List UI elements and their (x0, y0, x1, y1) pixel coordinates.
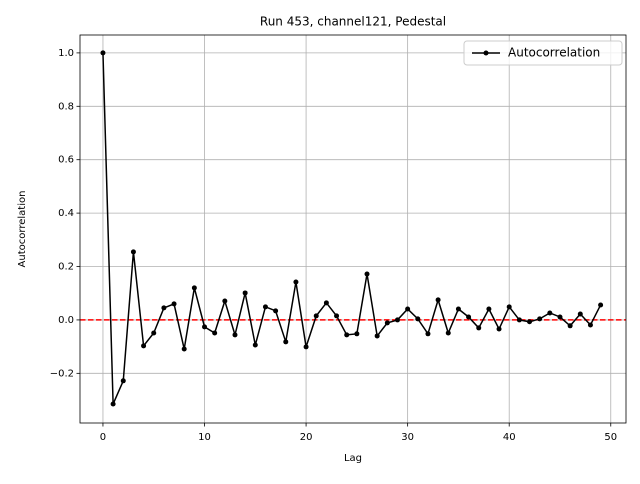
data-point (222, 298, 228, 304)
y-tick-label: 1.0 (58, 48, 74, 59)
data-point (537, 316, 543, 322)
data-point (516, 317, 522, 323)
data-point (151, 330, 157, 336)
data-point (273, 308, 279, 314)
data-point (415, 316, 421, 322)
data-point (384, 320, 390, 326)
data-point (283, 339, 289, 345)
data-point (110, 401, 116, 407)
data-point (435, 297, 441, 303)
data-point (344, 332, 350, 338)
y-tick-label: 0.2 (58, 262, 74, 273)
x-tick-label: 30 (401, 432, 414, 443)
data-point (455, 306, 461, 312)
data-point (232, 332, 238, 338)
data-point (567, 323, 573, 329)
x-tick-label: 50 (604, 432, 617, 443)
data-point (130, 249, 136, 255)
data-point (527, 319, 533, 325)
data-point (303, 344, 309, 350)
data-point (445, 330, 451, 336)
y-tick-label: 0.0 (58, 315, 74, 326)
data-point (212, 330, 218, 336)
data-point (293, 279, 299, 285)
y-tick-label: 0.6 (58, 155, 74, 166)
x-tick-label: 10 (198, 432, 211, 443)
y-axis-label: Autocorrelation (17, 191, 28, 268)
plot-frame (79, 34, 627, 424)
x-tick-label: 0 (100, 432, 106, 443)
data-point (202, 324, 208, 330)
data-point (496, 326, 502, 332)
data-point (141, 343, 147, 349)
data-point (577, 311, 583, 317)
data-point (181, 346, 187, 352)
data-point (313, 313, 319, 319)
data-point (486, 306, 492, 312)
data-point (161, 305, 167, 311)
y-tick-label: 0.8 (58, 101, 74, 112)
data-point (598, 302, 604, 308)
data-point (466, 314, 472, 320)
data-point (242, 290, 248, 296)
data-point (364, 271, 370, 277)
data-point (120, 378, 126, 384)
data-point (100, 50, 106, 56)
data-point (262, 304, 268, 310)
data-point (374, 333, 380, 339)
data-point (394, 317, 400, 323)
legend-box (463, 40, 623, 66)
x-tick-label: 40 (503, 432, 516, 443)
data-point (587, 322, 593, 328)
data-point (354, 331, 360, 337)
x-tick-label: 20 (300, 432, 313, 443)
data-point (547, 310, 553, 316)
data-point (252, 342, 258, 348)
chart-title: Run 453, channel121, Pedestal (260, 15, 446, 29)
x-axis-label: Lag (344, 453, 362, 464)
legend-label: Autocorrelation (508, 46, 600, 60)
y-tick-label: −0.2 (50, 368, 74, 379)
data-point (323, 300, 329, 306)
legend-marker (483, 50, 489, 56)
data-point (171, 301, 177, 307)
data-point (425, 331, 431, 337)
data-point (334, 313, 340, 319)
data-point (191, 285, 197, 291)
data-point (557, 314, 563, 320)
data-point (476, 325, 482, 331)
data-point (506, 304, 512, 310)
data-point (405, 306, 411, 312)
series-line (102, 52, 602, 405)
y-tick-label: 0.4 (58, 208, 74, 219)
